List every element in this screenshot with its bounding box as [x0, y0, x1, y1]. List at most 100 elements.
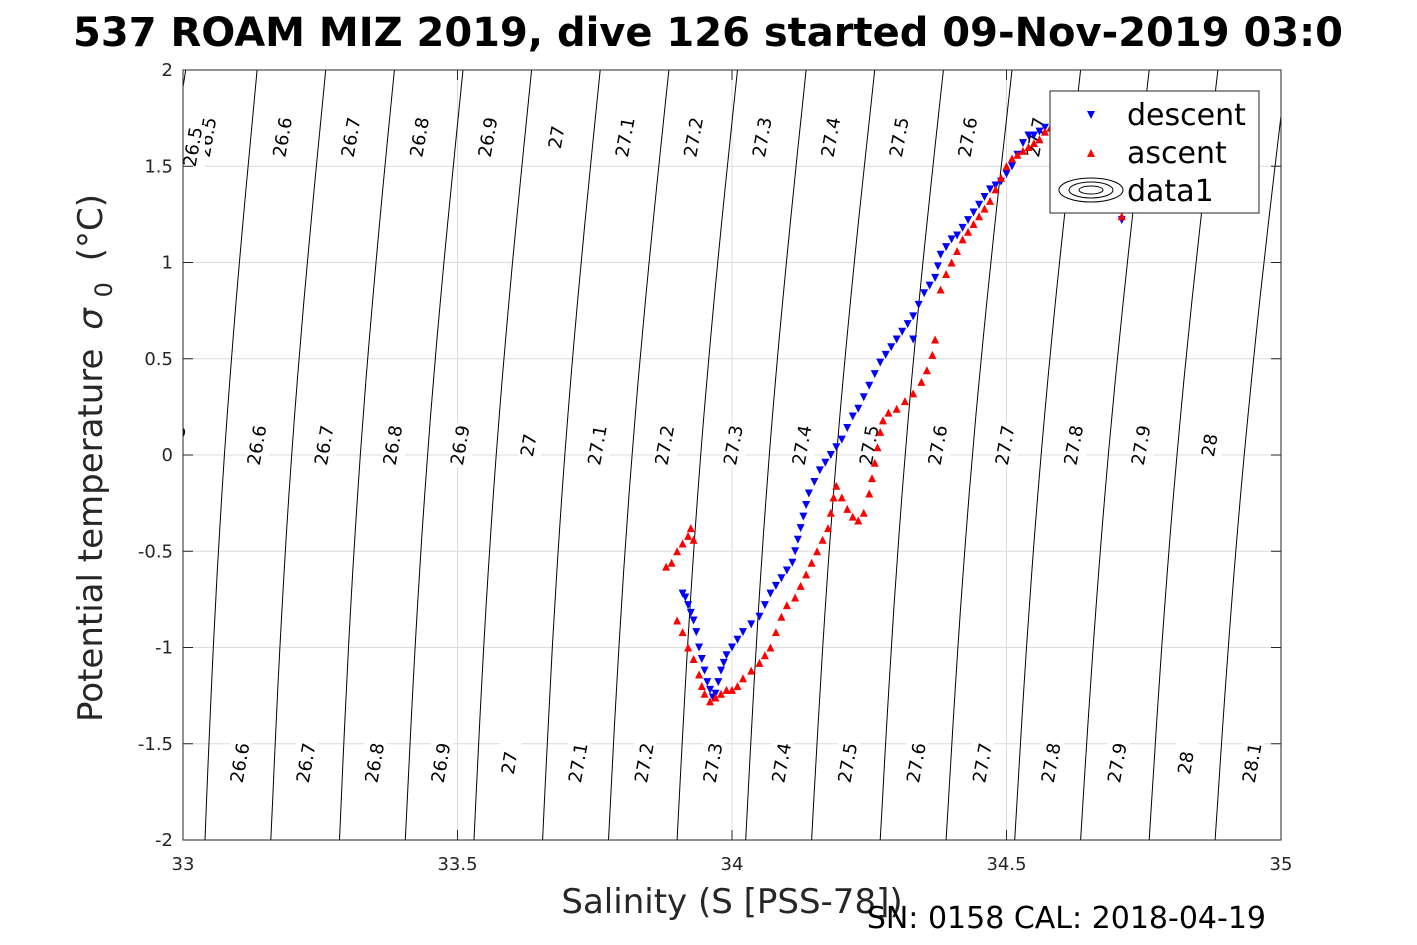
legend: descent ascent data1: [1049, 90, 1260, 214]
descent-point: [717, 666, 726, 675]
isopycnal-label-bg: [1063, 423, 1086, 468]
ascent-point: [991, 185, 1000, 194]
ascent-point: [755, 658, 764, 667]
ascent-point: [684, 531, 693, 540]
ascent-point: [807, 558, 816, 567]
isopycnal-label-bg: [927, 423, 950, 468]
y-axis-label-sub: 0: [90, 282, 118, 297]
ascent-point: [686, 524, 695, 533]
x-tick-label: 34.5: [986, 854, 1026, 875]
ascent-point: [1040, 127, 1049, 136]
descent-point: [1018, 139, 1027, 148]
descent-point: [719, 658, 728, 667]
isopycnal-label: 27: [545, 124, 570, 150]
legend-data1-label: data1: [1127, 174, 1214, 209]
ascent-point: [865, 489, 874, 498]
descent-point: [837, 435, 846, 444]
descent-point: [766, 589, 775, 598]
ascent-point: [922, 366, 931, 375]
ascent-point: [931, 335, 940, 344]
isopycnal-label-bg: [296, 741, 319, 785]
isopycnal-label-bg: [478, 115, 501, 160]
isopycnal-label-bg: [703, 741, 726, 785]
isopycnal-line: [811, 70, 876, 840]
descent-point: [810, 477, 819, 486]
ascent-point: [733, 682, 742, 690]
isopycnal-label-bg: [568, 741, 591, 785]
ascent-point: [909, 389, 918, 398]
ascent-point: [717, 689, 726, 698]
ascent-point: [738, 674, 747, 683]
isopycnal-label-bg: [183, 423, 189, 468]
ascent-point: [678, 628, 687, 637]
descent-point: [695, 643, 704, 652]
descent-point: [1035, 127, 1044, 136]
isopycnal-line: [473, 70, 533, 840]
descent-point: [728, 643, 736, 652]
descent-point: [887, 343, 896, 352]
isopycnal-line: [270, 70, 327, 840]
descent-point: [802, 501, 811, 510]
isopycnal-line: [1214, 111, 1281, 840]
ascent-point: [867, 474, 876, 483]
descent-point: [969, 208, 978, 217]
descent-point: [947, 235, 956, 244]
isopycnal-line: [339, 70, 395, 840]
isopycnal-label-bg: [272, 115, 295, 160]
ascent-point: [876, 427, 885, 436]
isopycnal-line: [879, 70, 944, 840]
descent-point: [791, 547, 800, 556]
legend-data1-contour-icon: [1058, 177, 1124, 203]
x-axis-label: Salinity (S [PSS-78]): [561, 882, 902, 922]
ascent-point: [1029, 139, 1038, 148]
ascent-point: [1007, 154, 1016, 163]
ascent-point: [747, 666, 756, 675]
ascent-point: [706, 697, 715, 706]
ascent-point: [947, 258, 956, 267]
descent-point: [722, 651, 731, 660]
descent-point: [777, 574, 786, 583]
descent-point: [832, 443, 841, 452]
descent-point: [909, 335, 918, 344]
isopycnal-label-bg: [634, 741, 657, 785]
svg-text:Potential temperature σ: Potential temperature σ 0 (°C): [71, 194, 121, 722]
y-tick-label: -1.5: [138, 734, 173, 755]
ascent-point: [766, 643, 775, 652]
ascent-point: [997, 173, 1006, 182]
ascent-point: [975, 212, 984, 221]
isopycnal-line: [204, 70, 258, 840]
descent-point: [933, 262, 942, 271]
isopycnal-label-bg: [1199, 423, 1222, 468]
descent-point: [681, 593, 690, 602]
ascent-point: [873, 443, 882, 452]
isopycnal-line: [404, 70, 464, 840]
isopycnal-label-bg: [314, 423, 337, 468]
ascent-point: [1024, 143, 1033, 151]
ascent-point: [722, 685, 731, 694]
isopycnal-line: [676, 70, 738, 840]
ascent-point: [700, 689, 709, 698]
y-axis-label: Potential temperature σ 0 (°C): [71, 194, 121, 722]
descent-point: [870, 370, 879, 379]
y-axis-label-text: Potential temperature: [71, 349, 111, 722]
descent-point: [881, 350, 890, 359]
descent-point: [684, 601, 693, 610]
descent-point: [936, 250, 945, 259]
y-tick-label: 0: [162, 445, 173, 466]
ascent-point: [958, 235, 967, 244]
isopycnal-label-bg: [1041, 741, 1064, 785]
ascent-point: [878, 416, 887, 425]
ascent-point: [760, 651, 769, 660]
ascent-point: [782, 601, 791, 610]
descent-point: [738, 628, 747, 637]
ascent-point: [796, 581, 805, 590]
ascent-point: [829, 493, 838, 502]
y-tick-label: -0.5: [138, 541, 173, 562]
ascent-point: [953, 246, 962, 255]
descent-point: [771, 581, 780, 590]
isopycnal-label-bg: [792, 423, 815, 468]
isopycnal-line: [542, 70, 601, 840]
ascent-point: [900, 397, 909, 406]
ascent-point: [1035, 135, 1044, 144]
